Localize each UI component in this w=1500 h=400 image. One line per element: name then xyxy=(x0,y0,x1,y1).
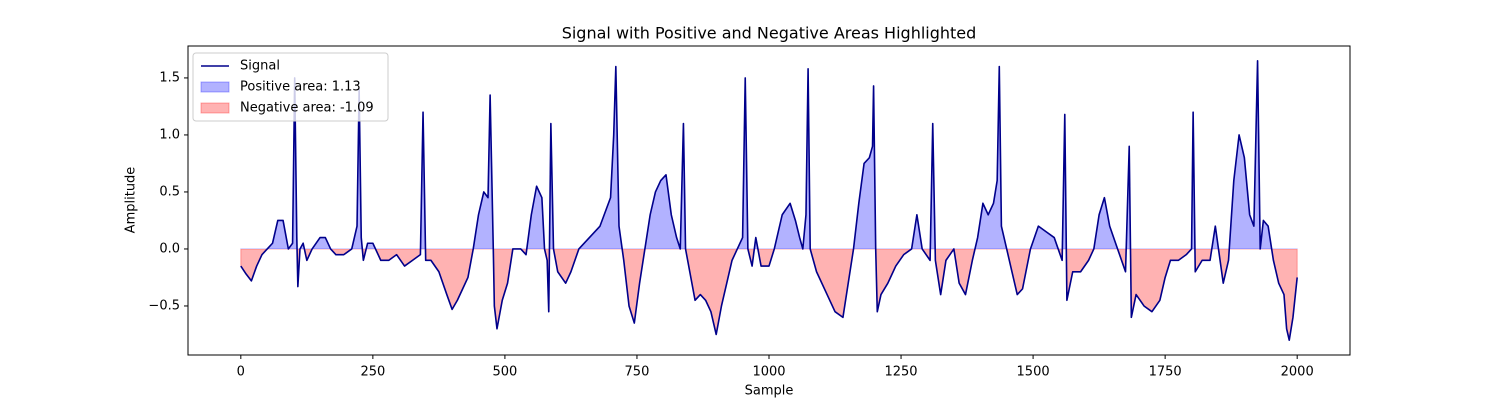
legend-box xyxy=(192,52,389,122)
chart-title: Signal with Positive and Negative Areas … xyxy=(562,24,977,43)
legend-patch xyxy=(200,81,230,93)
y-tick-label: 0.5 xyxy=(159,184,180,199)
x-tick-label: 1750 xyxy=(1149,365,1182,380)
x-tick-label: 0 xyxy=(237,365,245,380)
x-axis-label: Sample xyxy=(745,384,794,399)
signal-line xyxy=(240,60,1298,341)
x-tick-label: 500 xyxy=(492,365,517,380)
plot-frame xyxy=(187,45,1351,356)
x-tick-label: 2000 xyxy=(1281,365,1314,380)
y-axis-label: Amplitude xyxy=(124,167,139,234)
y-tick-label: −0.5 xyxy=(148,298,180,313)
legend-patch xyxy=(200,102,230,114)
legend-label: Negative area: -1.09 xyxy=(240,101,374,116)
x-tick-label: 750 xyxy=(625,365,650,380)
x-tick-label: 1250 xyxy=(884,365,917,380)
x-tick-label: 1500 xyxy=(1017,365,1050,380)
legend-label: Positive area: 1.13 xyxy=(240,80,361,95)
x-tick-label: 250 xyxy=(360,365,385,380)
x-tick-label: 1000 xyxy=(752,365,785,380)
y-tick-label: 1.5 xyxy=(159,70,180,85)
legend-label: Signal xyxy=(240,59,280,74)
y-tick-label: 0.0 xyxy=(159,241,180,256)
y-tick-label: 1.0 xyxy=(159,127,180,142)
